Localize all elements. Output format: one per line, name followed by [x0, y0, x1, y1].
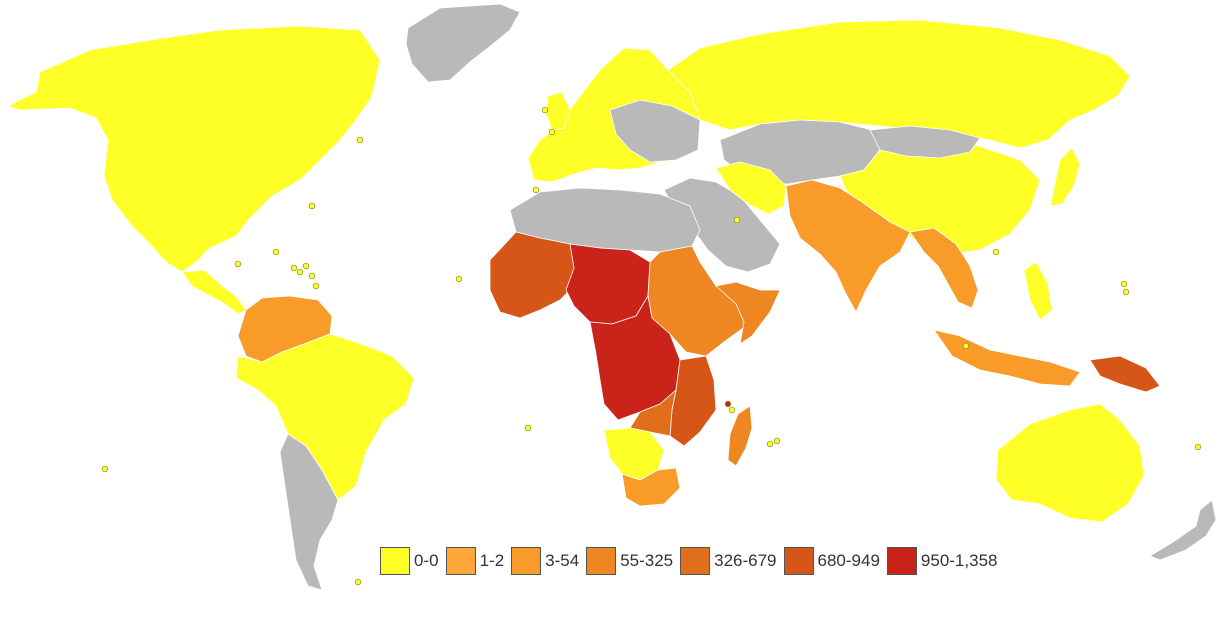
island-marker	[728, 406, 736, 414]
legend-item: 680-949	[783, 547, 880, 575]
island-marker	[1122, 288, 1130, 296]
island-marker	[308, 272, 316, 280]
island-marker	[1120, 280, 1128, 288]
region-south-africa	[621, 467, 681, 507]
legend-item: 326-679	[680, 547, 777, 575]
region-greenland	[405, 3, 521, 83]
region-southern-cone	[279, 433, 339, 591]
region-iran	[715, 161, 787, 215]
island-marker	[992, 248, 1000, 256]
legend-swatch	[445, 547, 476, 575]
region-sahel	[565, 243, 651, 325]
legend-swatch	[886, 547, 917, 575]
legend-item: 3-54	[511, 547, 579, 575]
island-marker	[1194, 443, 1202, 451]
region-japan	[1049, 147, 1081, 207]
region-southeast-asia	[909, 227, 979, 309]
legend-item: 950-1,358	[886, 547, 998, 575]
legend-swatch	[586, 547, 617, 575]
island-marker	[356, 136, 364, 144]
region-eastern-europe	[609, 99, 701, 163]
island-marker	[532, 186, 540, 194]
island-marker	[272, 248, 280, 256]
island-marker	[234, 260, 242, 268]
region-central-america	[181, 269, 247, 315]
island-marker	[962, 342, 970, 350]
island-marker	[773, 437, 781, 445]
region-central-south-america	[235, 333, 415, 501]
island-marker	[101, 465, 109, 473]
island-marker	[308, 202, 316, 210]
legend-label: 680-949	[817, 551, 880, 570]
island-marker	[733, 216, 741, 224]
legend-label: 326-679	[714, 551, 777, 570]
region-north-america	[7, 25, 381, 273]
island-marker	[354, 578, 362, 586]
region-mongolia	[869, 125, 981, 159]
island-marker	[766, 440, 774, 448]
island-marker	[312, 282, 320, 290]
region-british-isles	[545, 91, 571, 131]
island-marker	[724, 400, 732, 408]
legend-item: 1-2	[445, 547, 505, 575]
region-south-asia	[785, 179, 911, 313]
island-marker	[541, 106, 549, 114]
legend-swatch	[680, 547, 711, 575]
legend-label: 0-0	[414, 551, 439, 570]
island-marker	[296, 268, 304, 276]
legend-swatch	[783, 547, 814, 575]
region-horn-of-africa	[715, 281, 781, 345]
region-madagascar	[727, 405, 753, 467]
region-west-africa	[489, 231, 581, 319]
legend-item: 0-0	[380, 547, 439, 575]
legend-label: 55-325	[620, 551, 674, 570]
legend-label: 950-1,358	[920, 551, 998, 570]
island-marker	[524, 424, 532, 432]
legend-swatch	[380, 547, 410, 575]
legend: 0-0 1-2 3-54 55-325 326-679 680-949 950-…	[380, 546, 1004, 576]
island-marker	[302, 262, 310, 270]
legend-swatch	[511, 547, 542, 575]
legend-item: 55-325	[586, 547, 673, 575]
region-new-zealand	[1149, 499, 1217, 561]
region-indonesia	[933, 329, 1081, 387]
region-papua	[1089, 355, 1161, 393]
legend-label: 3-54	[545, 551, 580, 570]
island-marker	[455, 275, 463, 283]
region-philippines	[1023, 261, 1053, 321]
legend-label: 1-2	[479, 551, 505, 570]
island-marker	[548, 128, 556, 136]
region-australia	[995, 403, 1145, 523]
island-marker	[290, 264, 298, 272]
